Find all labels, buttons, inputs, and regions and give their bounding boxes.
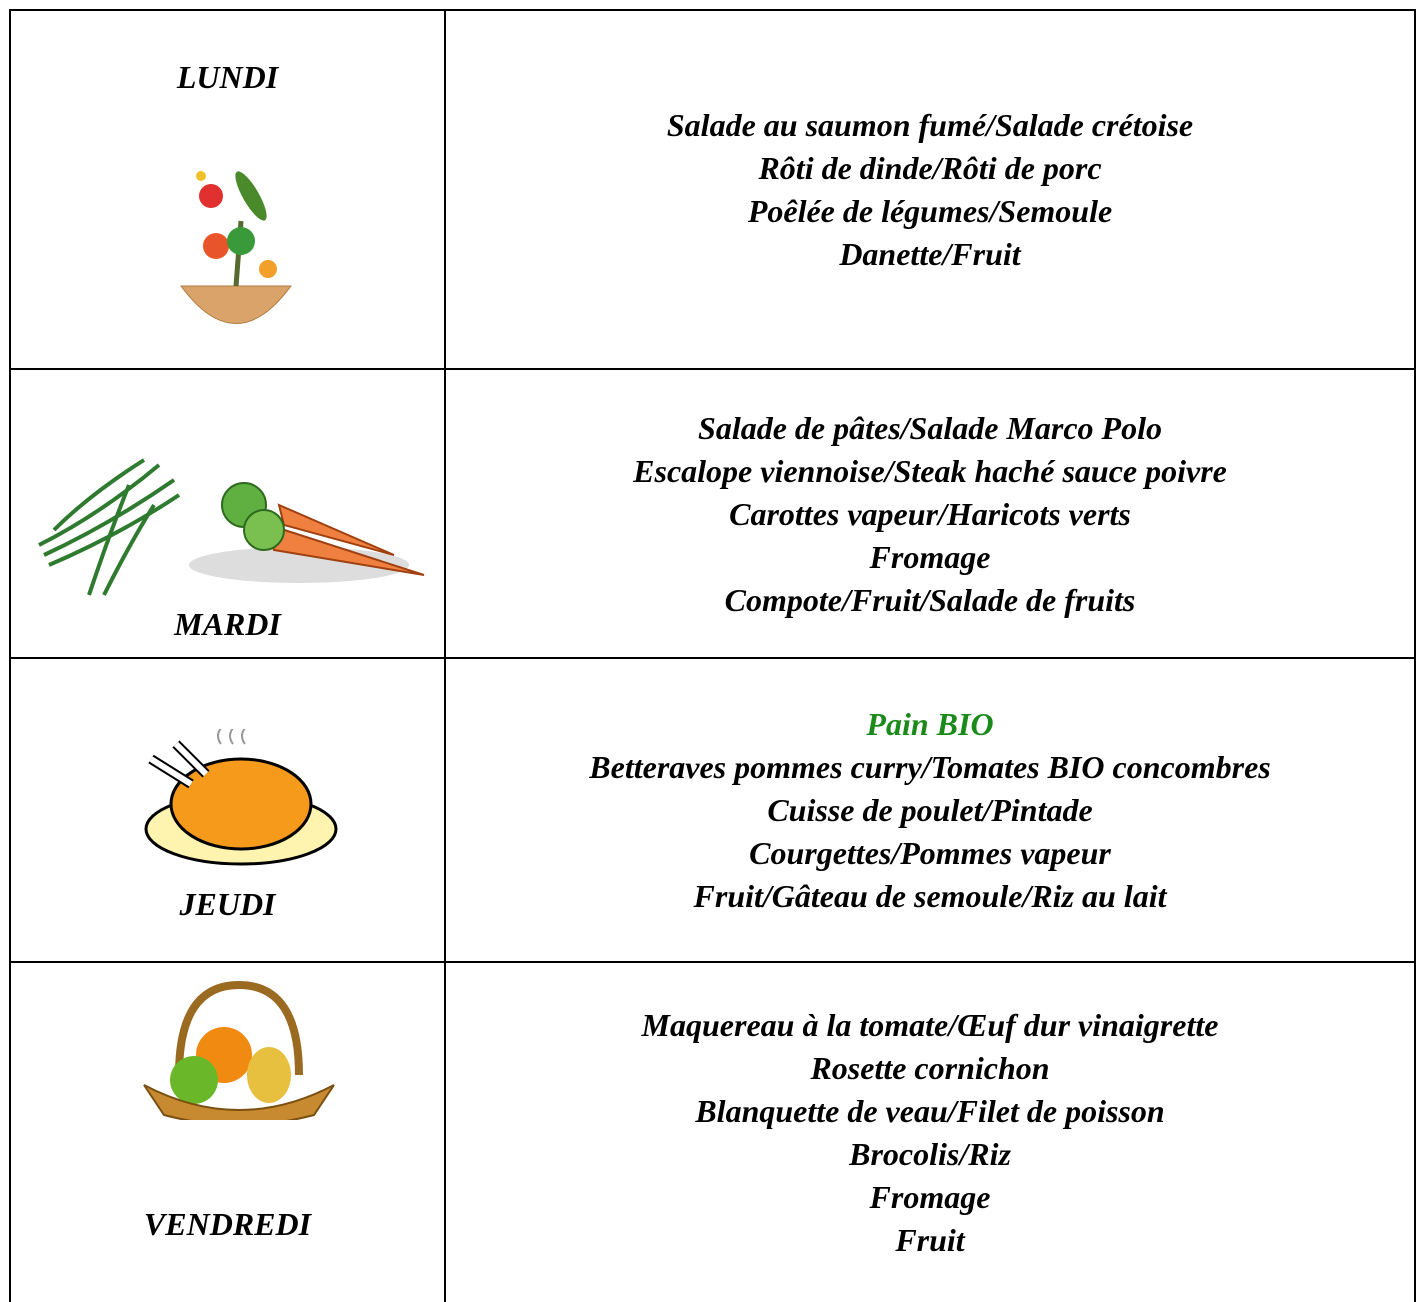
day-cell: JEUDI (11, 659, 446, 962)
menu-item: Brocolis/Riz (849, 1135, 1011, 1172)
menu-item: Salade au saumon fumé/Salade crétoise (666, 107, 1194, 143)
menu-item: Cuisse de poulet/Pintade (767, 792, 1093, 828)
menu-item: Fruit (895, 1221, 965, 1258)
menu-note: Pain BIO (866, 706, 994, 742)
menu-item: Danette/Fruit (839, 236, 1021, 272)
day-cell: MARDI (11, 370, 446, 658)
menu-item: Carottes vapeur/Haricots verts (729, 495, 1131, 532)
menu-item: Rosette cornichon (810, 1049, 1050, 1086)
menu-item: Fruit/Gâteau de semoule/Riz au lait (693, 878, 1167, 914)
menu-cell: Salade au saumon fumé/Salade crétoise Rôt… (446, 11, 1414, 369)
day-label: MARDI (174, 606, 281, 642)
menu-item: Fromage (869, 1178, 991, 1215)
day-label: VENDREDI (143, 1206, 312, 1242)
day-row: MARDI Salade de pâtes/Salade Marco Polo E… (9, 368, 1416, 658)
menu-item: Blanquette de veau/Filet de poisson (695, 1092, 1165, 1129)
day-row: VENDREDI Maquereau à la tomate/Œuf dur v… (9, 961, 1416, 1302)
menu-item: Courgettes/Pommes vapeur (749, 835, 1111, 871)
vegetables-illustration (38, 458, 425, 596)
day-row: LUNDI Salade au saumon fumé/Salade créto… (9, 9, 1416, 369)
menu-cell: Salade de pâtes/Salade Marco Polo Escalop… (446, 370, 1414, 658)
menu-item: Maquereau à la tomate/Œuf dur vinaigrett… (641, 1006, 1219, 1043)
menu-item: Rôti de dinde/Rôti de porc (758, 150, 1102, 186)
menu-item: Compote/Fruit/Salade de fruits (724, 581, 1136, 618)
salad-illustration (180, 171, 292, 324)
day-label: JEUDI (179, 886, 276, 922)
menu-item: Salade de pâtes/Salade Marco Polo (698, 409, 1162, 446)
day-cell: VENDREDI (11, 963, 446, 1302)
menu-cell: Pain BIO Betteraves pommes curry/Tomates … (446, 659, 1414, 962)
fruit-basket-illustration (143, 980, 335, 1120)
day-cell: LUNDI (11, 11, 446, 369)
menu-item: Betteraves pommes curry/Tomates BIO conc… (589, 749, 1271, 785)
menu-item: Escalope viennoise/Steak haché sauce poi… (633, 452, 1227, 489)
menu-item: Poêlée de légumes/Semoule (747, 193, 1113, 229)
day-label: LUNDI (176, 59, 279, 95)
menu-item: Fromage (869, 538, 991, 575)
chicken-illustration (144, 729, 338, 866)
day-row: JEUDI Pain BIO Betteraves pommes curry/To… (9, 657, 1416, 962)
menu-cell: Maquereau à la tomate/Œuf dur vinaigrett… (446, 963, 1414, 1302)
